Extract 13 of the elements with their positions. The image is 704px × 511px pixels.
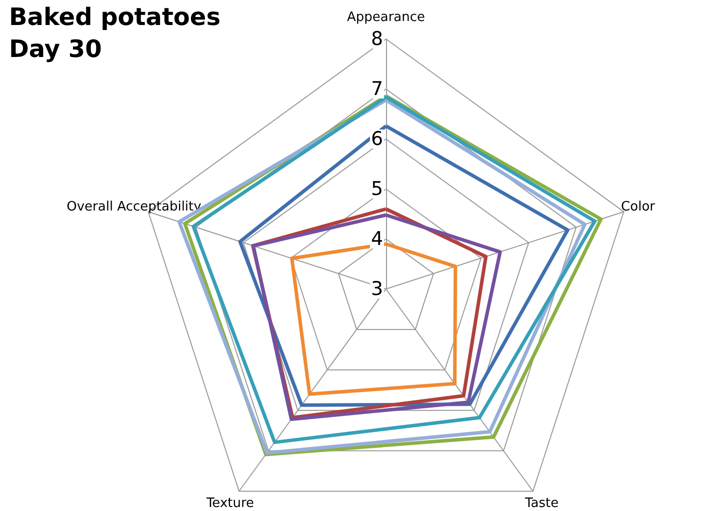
y-tick-label: 3: [370, 278, 384, 300]
text: Day 30: [9, 35, 102, 63]
spoke-label: Overall Acceptability: [66, 200, 202, 215]
spoke-label: Appearance: [346, 10, 426, 25]
chart-title: Baked potatoes: [9, 3, 220, 31]
y-tick-label: 5: [370, 178, 384, 200]
spoke-label: Color: [621, 200, 656, 215]
spoke-label: Taste: [524, 496, 559, 511]
y-tick-label: 4: [370, 228, 384, 250]
y-tick-label: 7: [370, 78, 384, 100]
y-tick-label: 6: [370, 128, 384, 150]
spoke-label: Texture: [205, 496, 254, 511]
y-tick-label: 8: [370, 28, 384, 50]
